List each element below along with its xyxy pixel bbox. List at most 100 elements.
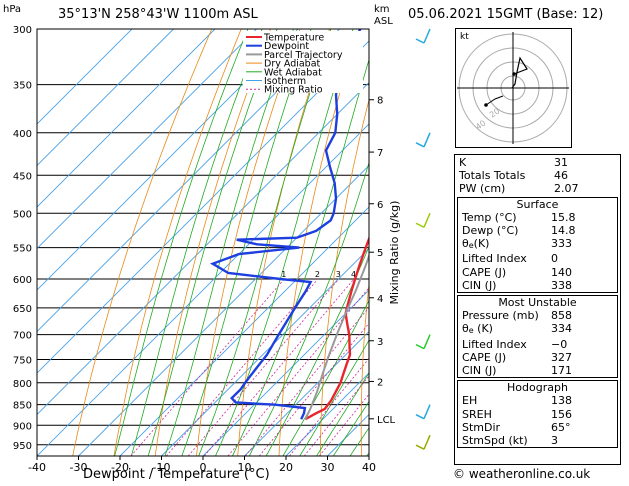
height-tick-label: LCL: [377, 415, 396, 426]
mu-cin-label: CIN (J): [462, 364, 497, 378]
mu-li-label: Lifted Index: [462, 337, 527, 351]
hodograph-section: Hodograph EH 138 SREH 156 StmDir 65° StmSpd…: [457, 380, 618, 449]
mixing-ratio-line: [245, 306, 369, 456]
surface-li-row: Lifted Index 0: [458, 252, 617, 265]
wet-adiabat-line: [164, 29, 294, 456]
eh-value: 138: [551, 394, 572, 408]
dewpoint-curve: [209, 29, 362, 420]
theta-symbol: θ: [462, 322, 469, 336]
surface-temp-label: Temp (°C): [462, 210, 517, 224]
dry-adiabat-line: [72, 29, 213, 456]
x-axis-label: Dewpoint / Temperature (°C): [83, 467, 270, 482]
wet-adiabat-line: [215, 29, 354, 456]
sreh-row: SREH 156: [458, 408, 617, 421]
wet-adiabat-line: [147, 29, 278, 456]
hodograph-trace: [511, 56, 528, 89]
parcel-trajectory-curve: [304, 253, 369, 420]
surface-dewp-label: Dewp (°C): [462, 224, 519, 238]
wet-adiabat-line: [248, 161, 369, 456]
mu-pressure-label: Pressure (mb): [462, 309, 539, 323]
pressure-tick-label: 850: [13, 401, 32, 412]
mixing-ratio-axis-label: Mixing Ratio (g/kg): [388, 201, 401, 305]
wet-adiabat-line: [332, 400, 369, 456]
pressure-tick-label: 600: [13, 275, 32, 286]
dry-adiabat-line: [360, 279, 369, 456]
mixing-ratio-label: 1: [281, 270, 286, 279]
height-tick-label: 4: [377, 294, 383, 305]
storm-motion-line: [485, 95, 504, 106]
eh-label: EH: [462, 394, 478, 408]
pw-value: 2.07: [554, 182, 579, 196]
x-tick-label: 10: [238, 461, 252, 474]
pressure-tick-label: 400: [13, 129, 32, 140]
surface-title: Surface: [516, 197, 559, 211]
legend-label: Dry Adiabat: [264, 59, 321, 70]
copyright-footer: © weatheronline.co.uk: [453, 467, 591, 481]
dry-adiabat-line: [319, 98, 369, 456]
isotherm-line: [37, 81, 369, 416]
x-tick-label: 40: [362, 461, 376, 474]
legend-background: [243, 31, 363, 93]
temperature-curve: [304, 235, 369, 421]
wind-barb: [423, 28, 431, 44]
height-ref: ASL: [374, 16, 393, 27]
pressure-tick-label: 900: [13, 421, 32, 432]
isotherm-line: [37, 40, 369, 374]
k-value: 31: [554, 156, 568, 169]
pw-label: PW (cm): [459, 182, 506, 196]
isotherm-line: [78, 164, 369, 456]
wind-barb: [423, 334, 431, 349]
height-unit: km: [374, 4, 390, 15]
pressure-tick-label: 500: [13, 209, 32, 220]
mixing-ratio-line: [289, 357, 369, 456]
wet-adiabat-line: [131, 29, 263, 456]
surface-section: Surface Temp (°C) 15.8 Dewp (°C) 14.8 θe(K…: [457, 196, 618, 294]
wind-barb: [423, 434, 431, 450]
height-tick-label: 6: [377, 200, 383, 211]
isotherm-line: [37, 29, 257, 250]
surface-theta-row: θe(K) 333: [458, 237, 617, 252]
mu-cape-label: CAPE (J): [462, 350, 507, 364]
hodograph-title: Hodograph: [507, 381, 568, 395]
x-tick-label: -40: [28, 461, 46, 474]
wind-barb-flag: [415, 222, 425, 228]
mixing-ratio-line: [303, 375, 369, 456]
mu-pressure-row: Pressure (mb) 858: [458, 309, 617, 322]
surface-li-value: 0: [551, 252, 558, 266]
height-unit-label: km ASL: [374, 4, 393, 28]
pressure-tick-label: 450: [13, 171, 32, 182]
isotherm-line: [244, 330, 369, 456]
pressure-tick-label: 950: [13, 441, 32, 452]
isotherm-line: [285, 372, 369, 456]
height-tick-label: 7: [377, 148, 383, 159]
mu-cin-value: 171: [551, 364, 572, 378]
wind-barb-flag: [415, 142, 425, 148]
sreh-label: SREH: [462, 407, 492, 421]
theta-subscript: e: [468, 241, 474, 251]
surface-cape-row: CAPE (J) 140: [458, 266, 617, 279]
wind-barb: [423, 404, 431, 419]
legend-label: Wet Adiabat: [264, 67, 322, 78]
surface-cin-value: 338: [551, 278, 572, 292]
x-tick-label: -10: [153, 461, 171, 474]
surface-cin-row: CIN (J) 338: [458, 279, 617, 292]
x-tick-label: 20: [279, 461, 293, 474]
mixing-ratio-line: [187, 278, 340, 456]
mu-theta-label: θe (K): [462, 322, 493, 337]
height-tick-label: 3: [377, 337, 383, 348]
surface-dewp-value: 14.8: [551, 224, 576, 238]
isotherm-line: [202, 289, 369, 456]
wind-barb-flag: [415, 413, 425, 420]
wet-adiabat-line: [299, 339, 369, 456]
datetime-title: 05.06.2021 15GMT (Base: 12): [408, 7, 604, 22]
stmdir-label: StmDir: [462, 420, 501, 434]
most-unstable-title: Most Unstable: [498, 296, 577, 310]
mixing-ratio-label: 16: [431, 270, 441, 279]
pw-row: PW (cm) 2.07: [455, 182, 620, 195]
x-tick-label: -30: [70, 461, 88, 474]
pressure-tick-label: 350: [13, 81, 32, 92]
mixing-ratio-line: [165, 278, 319, 456]
wind-barb: [423, 212, 431, 228]
isotherm-line: [37, 29, 216, 208]
mu-pressure-value: 858: [551, 309, 572, 323]
